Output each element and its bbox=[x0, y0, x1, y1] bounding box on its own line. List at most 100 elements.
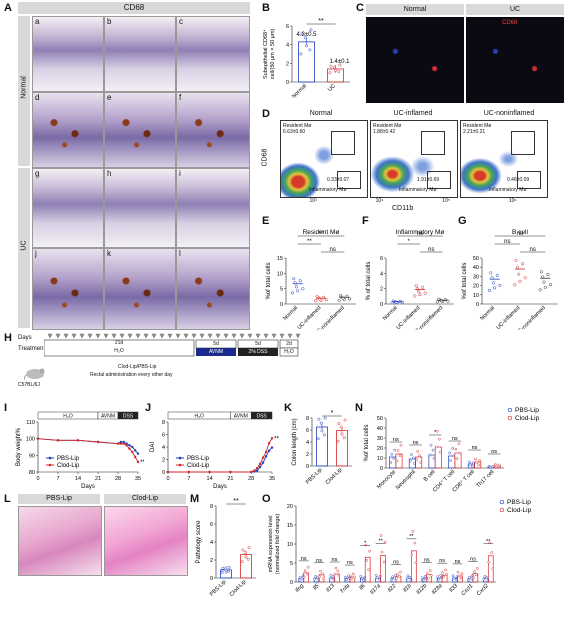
data-point bbox=[136, 452, 140, 455]
data-point bbox=[411, 530, 415, 533]
data-point bbox=[416, 450, 419, 453]
d-plot-noninflamed: Resident Mø 2.21±0.21 0.46±0.09 Inflamma… bbox=[460, 120, 548, 198]
h-phase1-box bbox=[44, 339, 195, 357]
x-tick-label: 7 bbox=[56, 476, 59, 482]
data-point bbox=[250, 470, 253, 474]
x-tick-label: Clod-Lip bbox=[325, 467, 344, 486]
significance-mark: ** bbox=[409, 534, 414, 540]
data-point bbox=[338, 294, 342, 298]
y-axis-label: mRNA expression level bbox=[268, 516, 274, 573]
data-point bbox=[226, 570, 230, 573]
data-point bbox=[472, 461, 475, 465]
data-point bbox=[243, 550, 247, 554]
data-point bbox=[342, 436, 346, 440]
y-axis-label: cell/(50 μm × 50 μm) bbox=[270, 29, 276, 80]
data-point bbox=[270, 437, 274, 440]
h-rectal: Rectal administration every other day bbox=[90, 372, 173, 378]
chart-b: 0 2 4 6 Subepithelial CD68⁺ cell/(50 μm × 50 … bbox=[262, 18, 350, 100]
chart-f: Inflammatory Mø 0 2 4 6 % of total cells Norma… bbox=[366, 229, 454, 330]
data-point bbox=[324, 298, 328, 302]
data-point bbox=[337, 574, 341, 578]
data-point bbox=[452, 454, 456, 458]
data-point bbox=[515, 265, 519, 269]
d-y-axis: CD68 bbox=[261, 148, 269, 167]
significance-mark: ** bbox=[378, 538, 383, 544]
data-point bbox=[208, 470, 211, 474]
h-dss-box bbox=[238, 348, 278, 356]
phase-label: AVNM bbox=[101, 414, 115, 420]
data-point bbox=[477, 463, 480, 467]
data-point bbox=[487, 561, 491, 564]
data-point bbox=[468, 460, 471, 464]
data-point bbox=[475, 461, 478, 465]
row-band-uc bbox=[18, 168, 30, 328]
data-point bbox=[394, 574, 397, 577]
data-point bbox=[421, 285, 425, 289]
data-point bbox=[264, 450, 268, 454]
l-image-pbs bbox=[18, 506, 102, 576]
legend-label: PBS-Lip bbox=[57, 456, 80, 462]
h-phase1-sub: H₂O bbox=[114, 348, 124, 354]
data-point bbox=[389, 461, 393, 464]
data-point bbox=[96, 440, 100, 444]
d-x-axis: CD11b bbox=[392, 205, 414, 212]
panel-label-f: F bbox=[362, 215, 369, 227]
x-tick-label: Il23a bbox=[431, 583, 444, 596]
significance-mark: ns bbox=[393, 437, 399, 443]
data-point bbox=[36, 437, 40, 440]
data-point bbox=[471, 464, 474, 468]
data-point bbox=[133, 449, 137, 452]
d-ticks: 10³ 10⁴ 10⁵ 10⁶ bbox=[280, 198, 546, 204]
h-h2o: H₂O bbox=[284, 349, 294, 355]
data-point bbox=[56, 439, 60, 442]
d-tick: 10⁴ bbox=[375, 198, 384, 204]
data-point bbox=[255, 467, 259, 470]
x-tick-label: Il12b bbox=[415, 583, 428, 596]
significance-mark: ns bbox=[329, 247, 335, 253]
significance-mark: ** bbox=[307, 239, 312, 245]
y-tick-label: 30 bbox=[377, 436, 383, 442]
data-point bbox=[399, 443, 403, 447]
bar bbox=[336, 430, 348, 467]
y-tick-label: 5 bbox=[290, 561, 293, 567]
data-point bbox=[493, 286, 497, 290]
data-point bbox=[336, 439, 340, 443]
tile-c: c bbox=[176, 16, 250, 92]
data-point bbox=[315, 295, 319, 299]
legend-label: PBS-Lip bbox=[515, 407, 539, 414]
data-point bbox=[187, 470, 190, 474]
data-point bbox=[377, 577, 381, 581]
data-point bbox=[337, 298, 341, 302]
x-tick-label: 35 bbox=[269, 476, 275, 482]
data-point bbox=[445, 572, 448, 576]
data-point bbox=[305, 44, 308, 48]
data-point bbox=[339, 425, 343, 429]
bar bbox=[298, 41, 315, 83]
data-point bbox=[475, 573, 478, 577]
c-image-normal bbox=[366, 17, 464, 103]
data-point bbox=[240, 560, 244, 564]
x-tick-label: 0 bbox=[36, 476, 39, 482]
data-point bbox=[410, 553, 414, 557]
data-point bbox=[395, 459, 399, 463]
bar bbox=[364, 556, 371, 583]
significance-mark: ** bbox=[318, 18, 324, 25]
data-point bbox=[334, 566, 338, 570]
chart-j: 0 2 4 6 8 DAI 0 7 14 21 28 35 Days H₂O AVNM DSS PBS-LipC… bbox=[150, 411, 280, 490]
d-resident-inflamed: Resident Mø 1.88±0.42 bbox=[373, 123, 402, 135]
data-point bbox=[436, 575, 440, 579]
x-tick-label: Clod-Lip bbox=[229, 579, 248, 598]
data-point bbox=[429, 574, 433, 577]
panel-label-i: I bbox=[4, 402, 8, 414]
y-tick-label: 6 bbox=[162, 433, 165, 439]
x-tick-label: Il33 bbox=[448, 583, 459, 594]
data-point bbox=[221, 566, 225, 570]
x-tick-label: Normal bbox=[479, 305, 496, 322]
data-point bbox=[270, 446, 274, 449]
data-point bbox=[343, 418, 347, 422]
y-axis-label: %of total cells bbox=[462, 262, 468, 299]
data-point bbox=[495, 273, 499, 277]
tile-h: h bbox=[104, 168, 176, 248]
significance-mark: ns bbox=[439, 558, 445, 564]
